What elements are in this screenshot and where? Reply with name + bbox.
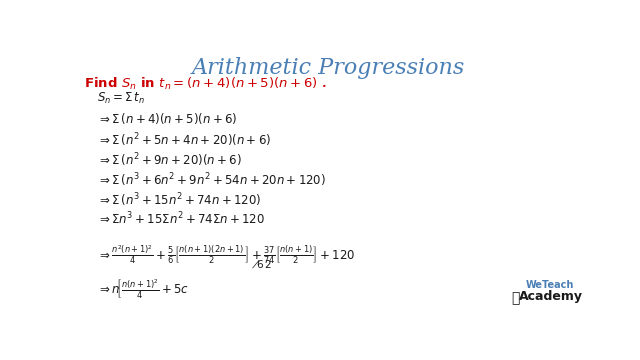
Text: $\Rightarrow \Sigma\,(n+4)(n+5)(n+6)$: $\Rightarrow \Sigma\,(n+4)(n+5)(n+6)$: [97, 111, 237, 126]
Text: $\Rightarrow \frac{n^2(n+1)^2}{4}+\frac{5}{6}\left[\frac{n(n+1)(2n+1)}{2}\right]: $\Rightarrow \frac{n^2(n+1)^2}{4}+\frac{…: [97, 243, 355, 266]
Text: $\Rightarrow n\!\left[\frac{n(n+1)^2}{4}+5c\right.$: $\Rightarrow n\!\left[\frac{n(n+1)^2}{4}…: [97, 277, 189, 300]
Text: $\bf{Find}$ $\it{S_n}$ $\bf{in}$ $\it{t_n = (n+4)(n+5)(n+6)}$ .: $\bf{Find}$ $\it{S_n}$ $\bf{in}$ $\it{t_…: [84, 76, 327, 92]
Text: $\Rightarrow \Sigma\,(n^3+15n^2+74n+120)$: $\Rightarrow \Sigma\,(n^3+15n^2+74n+120)…: [97, 191, 261, 209]
Text: Arithmetic Progressions: Arithmetic Progressions: [191, 57, 465, 79]
Text: $\Rightarrow \Sigma\,(n^3+6n^2+9n^2+54n+20n+120)$: $\Rightarrow \Sigma\,(n^3+6n^2+9n^2+54n+…: [97, 171, 326, 189]
Text: WeTeach: WeTeach: [525, 280, 574, 291]
Text: $S_n = \Sigma\,t_n$: $S_n = \Sigma\,t_n$: [97, 91, 145, 106]
Text: Academy: Academy: [520, 289, 584, 303]
Text: 🎓: 🎓: [511, 291, 519, 305]
Text: $\Rightarrow \Sigma\,(n^2+9n+20)(n+6)$: $\Rightarrow \Sigma\,(n^2+9n+20)(n+6)$: [97, 151, 242, 168]
Text: $\Rightarrow \Sigma\,(n^2+5n+4n+20)(n+6)$: $\Rightarrow \Sigma\,(n^2+5n+4n+20)(n+6)…: [97, 131, 271, 149]
Text: $\not\!\!6\,2$: $\not\!\!6\,2$: [252, 257, 272, 270]
Text: $\Rightarrow \Sigma n^3+15\Sigma n^2+74\Sigma n+120$: $\Rightarrow \Sigma n^3+15\Sigma n^2+74\…: [97, 211, 265, 228]
